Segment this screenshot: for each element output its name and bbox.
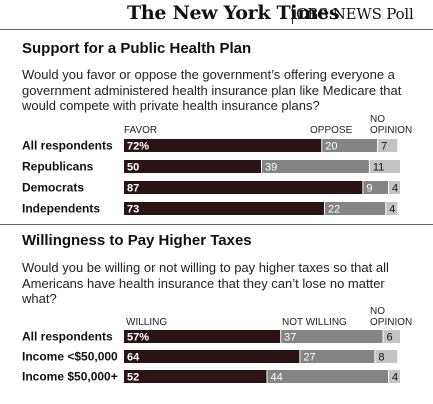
value-label-willing-income-50-000: 52 [127,372,139,384]
value-label-favor-all-respondents: 72% [127,141,149,153]
category-label-income-50-000: Income <$50,000 [22,350,118,364]
bar-not-willing-all-respondents [281,330,383,343]
bar-not-willing-income-50-000 [300,350,375,363]
category-label-democrats: Democrats [22,181,84,195]
bar-no-opinion-all-respondents [378,139,398,152]
category-label-all-respondents: All respondents [22,330,113,344]
question-public-plan: Would you favor or oppose the government… [22,67,402,113]
bar-no-opinion-republicans [369,160,400,173]
series-header-willing: WILLING [126,317,167,328]
value-label-no-opinion-republicans: 11 [373,162,384,174]
value-label-willing-income-50-000: 64 [127,352,140,364]
value-label-not-willing-all-respondents: 37 [284,332,296,344]
value-label-oppose-independents: 22 [328,204,340,216]
bar-favor-all-respondents [124,139,322,152]
bar-oppose-all-respondents [322,139,378,152]
masthead-rule [0,29,433,30]
value-label-no-opinion-all-respondents: 7 [381,141,387,153]
value-label-not-willing-income-50-000: 27 [303,352,315,364]
section-divider [0,224,433,225]
bar-no-opinion-all-respondents [383,330,400,343]
bar-not-willing-income-50-000 [267,370,389,383]
series-header-not-willing: NOT WILLING [282,317,347,328]
value-label-not-willing-income-50-000: 44 [270,372,282,384]
bar-oppose-republicans [262,160,369,173]
bar-no-opinion-independents [386,202,398,215]
category-label-republicans: Republicans [22,160,94,174]
bar-no-opinion-democrats [389,181,400,194]
cbs-poll-label: CBS NEWS Poll [296,5,414,23]
section-title-public-plan: Support for a Public Health Plan [22,40,252,57]
value-label-no-opinion-income-50-000: 8 [378,352,384,364]
value-label-favor-democrats: 87 [127,183,139,195]
question-taxes: Would you be willing or not willing to p… [22,260,389,306]
value-label-no-opinion-all-respondents: 6 [387,332,393,344]
value-label-no-opinion-democrats: 4 [392,183,398,195]
category-label-all-respondents: All respondents [22,139,113,153]
series-header-no-opinion: OPINION [370,317,412,328]
category-label-independents: Independents [22,202,100,216]
bar-oppose-democrats [363,181,389,194]
series-header-favor: FAVOR [124,125,157,136]
bar-favor-republicans [124,160,261,173]
nyt-logo: The New York Times [127,2,340,24]
bar-willing-income-50-000 [124,370,267,383]
section-title-taxes: Willingness to Pay Higher Taxes [22,232,252,249]
bar-favor-independents [124,202,325,215]
value-label-willing-all-respondents: 57% [127,332,149,344]
value-label-no-opinion-income-50-000: 4 [392,372,398,384]
value-label-favor-republicans: 50 [127,162,139,174]
bar-no-opinion-income-50-000 [389,370,400,383]
value-label-oppose-democrats: 9 [366,183,372,195]
masthead: The New York Times CBS NEWS Poll [0,0,433,28]
value-label-no-opinion-independents: 4 [389,204,395,216]
bar-oppose-independents [325,202,386,215]
value-label-oppose-all-respondents: 20 [325,141,337,153]
series-header-no-opinion: OPINION [370,125,412,136]
masthead-divider [292,5,293,24]
value-label-favor-independents: 73 [127,204,139,216]
bar-willing-all-respondents [124,330,281,343]
series-header-no-opinion: NO [370,306,385,317]
series-header-oppose: OPPOSE [310,125,353,136]
bar-favor-democrats [124,181,363,194]
category-label-income-50-000: Income $50,000+ [22,370,118,384]
series-header-no-opinion: NO [370,114,385,125]
bar-no-opinion-income-50-000 [375,350,398,363]
value-label-oppose-republicans: 39 [265,162,277,174]
bar-willing-income-50-000 [124,350,300,363]
